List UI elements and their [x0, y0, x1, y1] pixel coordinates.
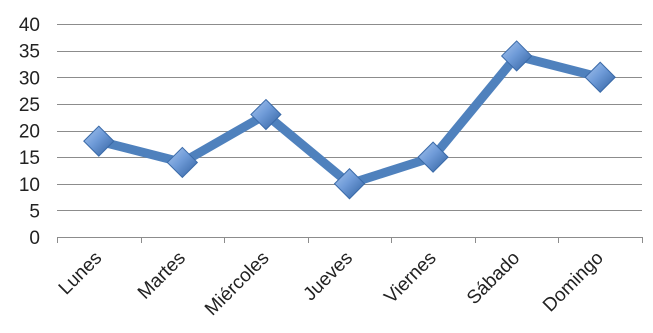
y-tick-label-35: 35	[19, 42, 40, 63]
data-point-jueves	[333, 168, 366, 200]
data-point-domingo	[584, 61, 616, 93]
data-point-lunes	[83, 125, 115, 157]
y-tick-label-0: 0	[29, 228, 40, 249]
x-tick-label-2: Miércoles	[201, 248, 273, 320]
data-point-miércoles	[250, 98, 282, 131]
y-tick-label-15: 15	[19, 148, 40, 169]
y-tick-label-25: 25	[19, 95, 40, 116]
y-axis-tick-labels: 0 5 10 15 20 25 30 35 40	[19, 15, 40, 249]
data-point-martes	[166, 146, 199, 179]
y-tick-label-5: 5	[29, 201, 40, 222]
x-tick-label-1: Martes	[134, 248, 190, 304]
series-group	[83, 40, 616, 200]
data-point-viernes	[417, 141, 449, 173]
x-tick-label-5: Sábado	[463, 248, 524, 309]
x-tick-label-3: Jueves	[300, 248, 357, 305]
data-point-sábado	[500, 40, 533, 72]
x-tick-label-4: Viernes	[380, 248, 440, 308]
axes	[57, 237, 643, 243]
x-tick-label-6: Domingo	[539, 248, 608, 317]
x-axis-tick-labels: Lunes Martes Miércoles Jueves Viernes Sábado D…	[55, 248, 608, 320]
y-tick-label-30: 30	[19, 68, 40, 89]
y-tick-label-20: 20	[19, 122, 40, 143]
x-tick-label-0: Lunes	[55, 248, 106, 299]
y-tick-label-10: 10	[19, 175, 40, 196]
y-tick-label-40: 40	[19, 15, 40, 36]
